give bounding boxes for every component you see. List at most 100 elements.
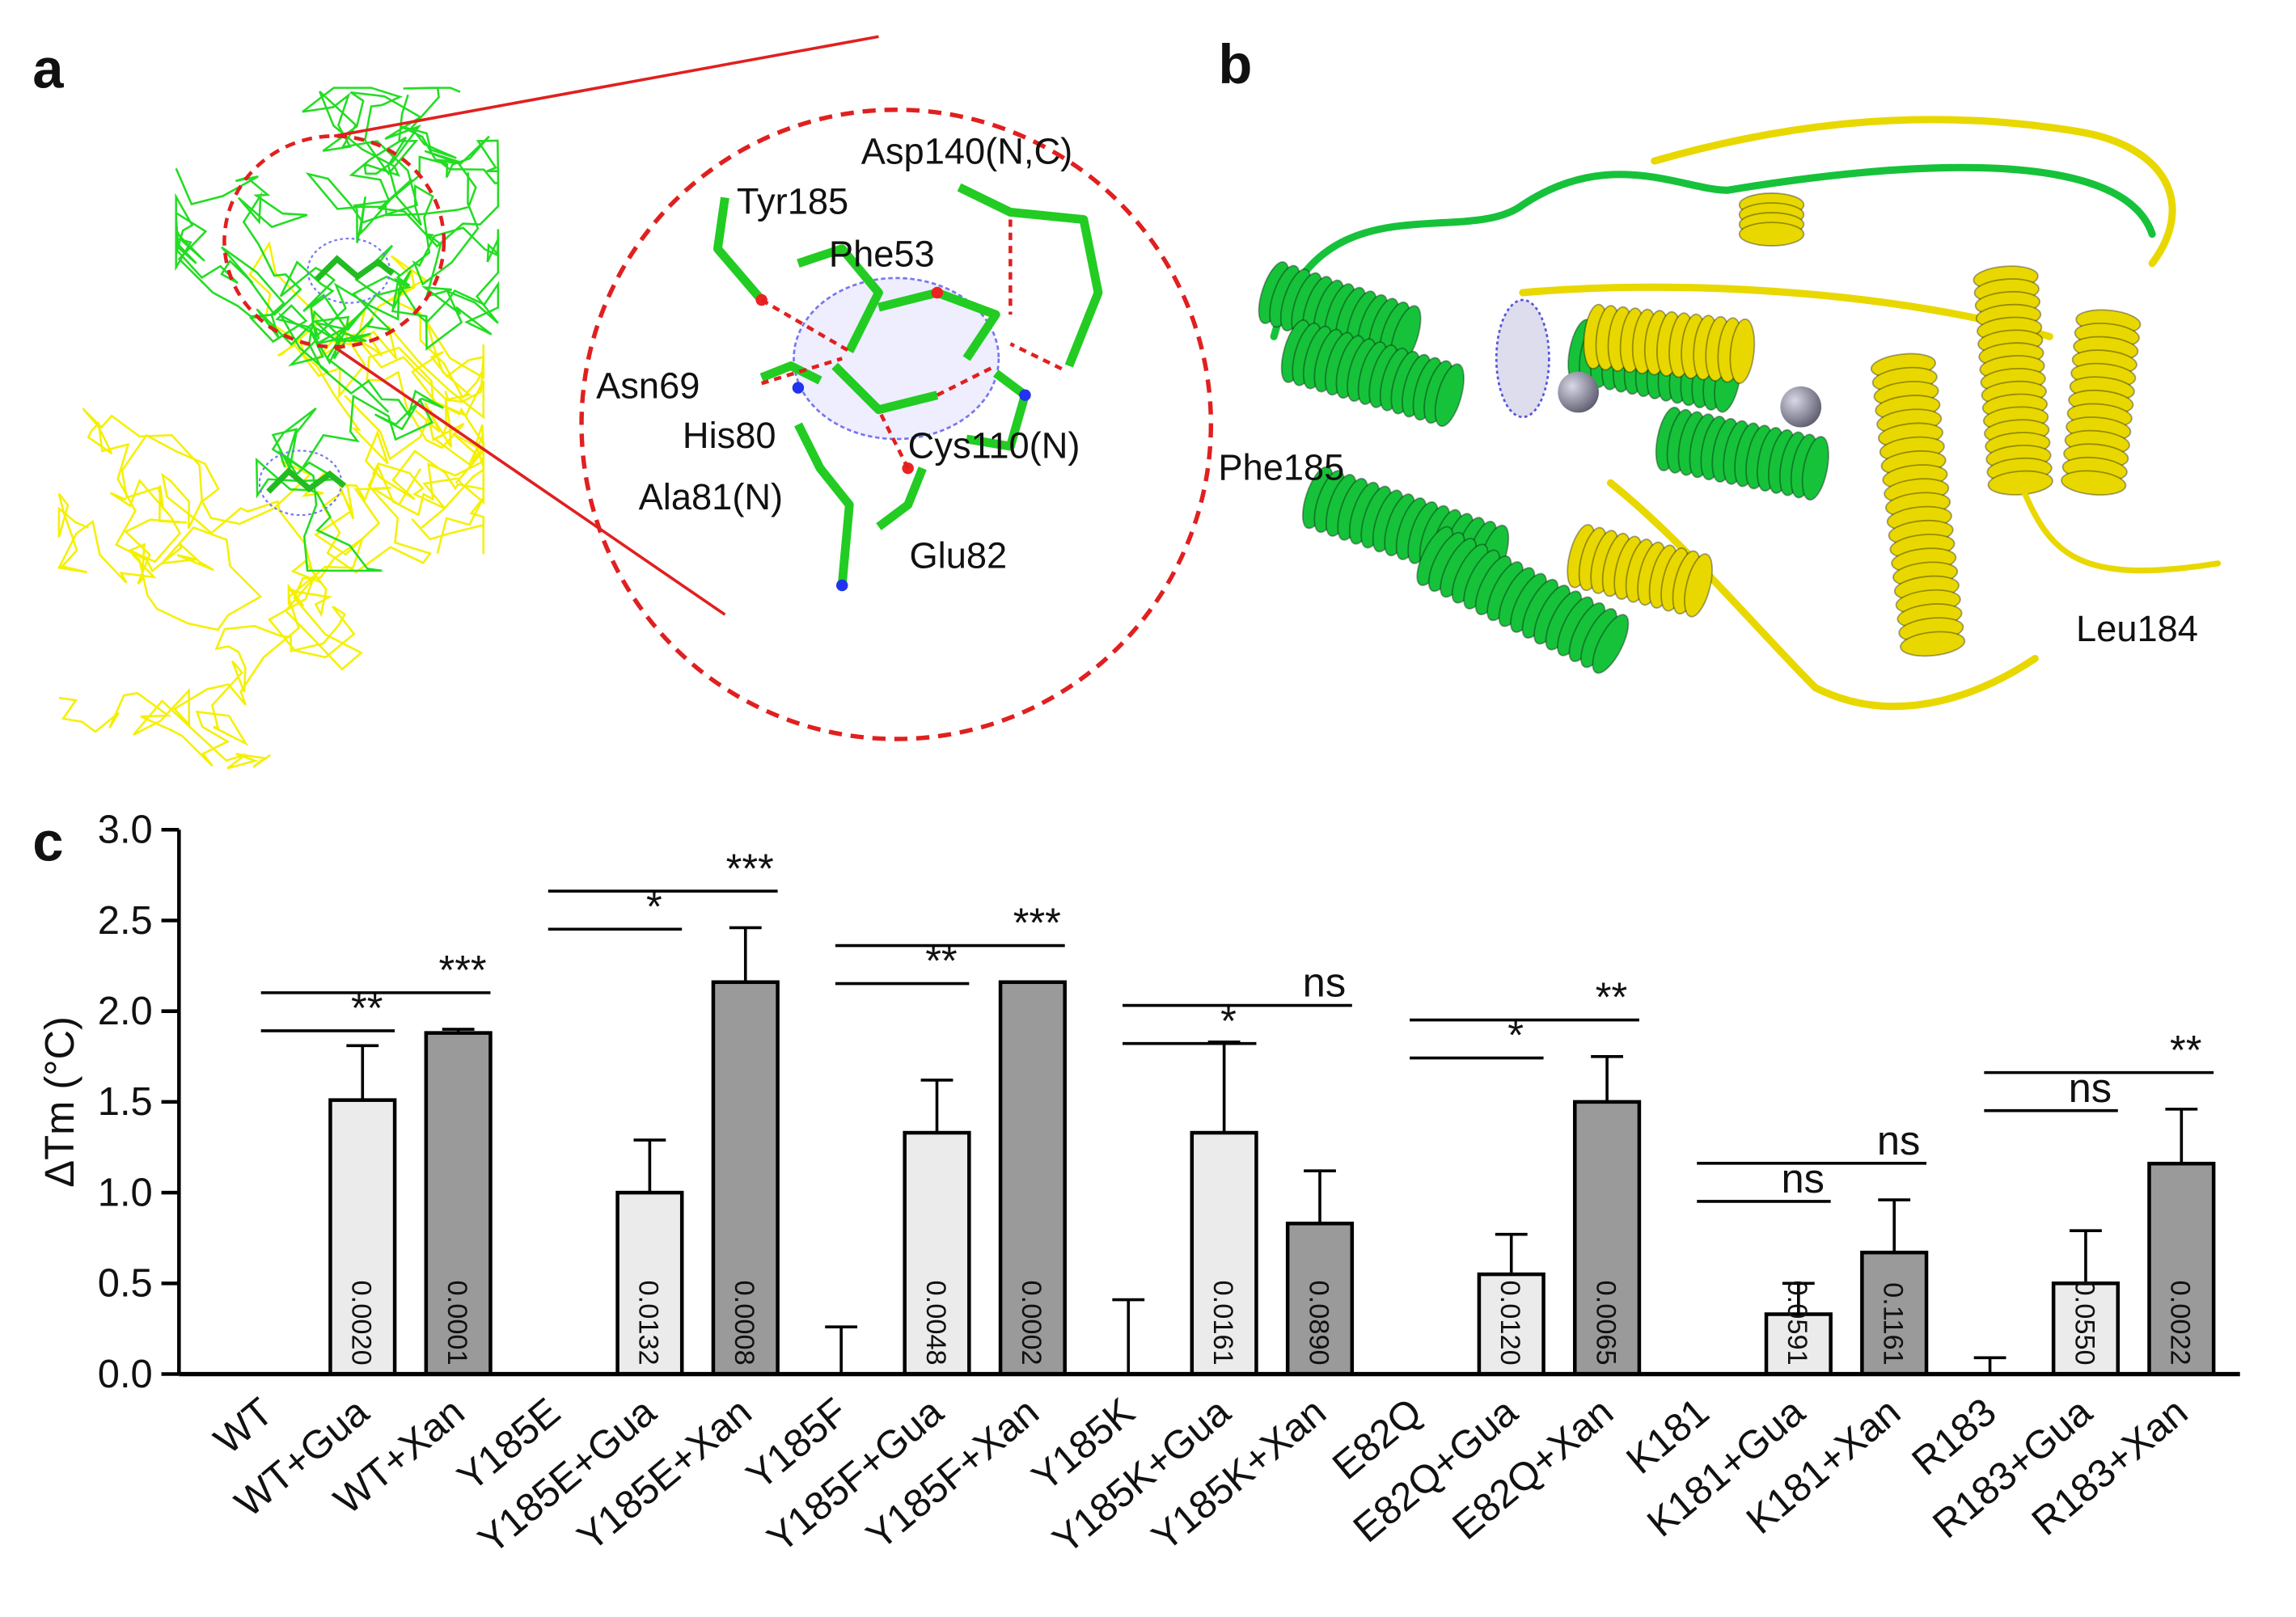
- panel-label: a: [32, 38, 64, 100]
- bar: [1860, 1250, 1929, 1376]
- residue-stick: [876, 467, 927, 530]
- bar: [615, 1190, 684, 1376]
- bar: [711, 980, 780, 1376]
- y-tick-label: 3.0: [98, 808, 153, 852]
- x-tick-label: WT: [206, 1390, 281, 1463]
- p-value: 0.1161: [1878, 1282, 1909, 1366]
- y-axis-label: ΔTm (°C): [36, 1016, 82, 1188]
- p-value: 0.0065: [1590, 1281, 1621, 1366]
- y-tick-label: 0.0: [98, 1353, 153, 1396]
- coil: [1606, 479, 2039, 711]
- h-bond: [877, 408, 910, 470]
- zoom-circle: [222, 134, 446, 349]
- residue-label: His80: [683, 415, 776, 456]
- atom: [1019, 389, 1031, 401]
- zoom-line: [333, 345, 726, 616]
- panel-label: b: [1218, 33, 1252, 95]
- zoom-line: [333, 35, 879, 138]
- bar: [1285, 1222, 1355, 1376]
- ligand: [266, 467, 347, 494]
- residue-label: Asp140(N,C): [861, 131, 1072, 172]
- significance-label: ***: [726, 845, 774, 891]
- helix-turn: [1592, 614, 1630, 674]
- bar: [1190, 1130, 1258, 1376]
- ligand: [314, 255, 395, 282]
- p-value: 0.0008: [729, 1281, 759, 1366]
- p-value: 0.0022: [2165, 1281, 2196, 1366]
- y-tick-label: 2.0: [98, 990, 153, 1033]
- backbone-trace: [175, 167, 350, 365]
- backbone-trace: [58, 536, 365, 770]
- p-value: 0.0132: [633, 1281, 664, 1366]
- significance-label: **: [1596, 974, 1627, 1020]
- residue-label: Phe185: [1218, 447, 1344, 488]
- residue-label: Asn69: [596, 365, 700, 406]
- residue-stick: [966, 369, 1030, 451]
- residue-stick: [759, 361, 822, 385]
- h-bond: [936, 364, 997, 397]
- backbone-trace: [57, 407, 263, 631]
- helix-turn: [1434, 363, 1465, 428]
- significance-label: *: [1507, 1012, 1524, 1058]
- backbone-trace: [349, 135, 500, 336]
- panel-label: c: [32, 810, 63, 872]
- backbone-trace: [161, 459, 485, 618]
- significance-label: ***: [1013, 900, 1061, 946]
- h-bond: [761, 357, 843, 386]
- significance-label: ns: [1303, 960, 1347, 1006]
- significance-label: *: [1220, 998, 1237, 1044]
- backbone-trace: [316, 255, 485, 555]
- coil: [2017, 479, 2222, 574]
- y-tick-label: 1.5: [98, 1080, 153, 1124]
- atom: [835, 579, 848, 592]
- residue-label: Ala81(N): [639, 476, 784, 517]
- significance-label: *: [646, 883, 662, 929]
- significance-label: ***: [439, 947, 487, 993]
- helix-turn: [2061, 470, 2127, 496]
- backbone-trace: [279, 172, 500, 413]
- backbone-trace: [255, 305, 444, 572]
- y-tick-label: 0.5: [98, 1262, 153, 1306]
- structure-art: [57, 35, 2222, 770]
- residue-label: Tyr185: [737, 180, 848, 222]
- p-value: 0.0002: [1016, 1281, 1047, 1366]
- helix-turn: [1738, 222, 1805, 247]
- residue-stick: [957, 183, 1103, 368]
- residue-stick: [712, 196, 765, 303]
- zinc-ion: [1780, 386, 1822, 428]
- backbone-trace: [302, 87, 477, 224]
- residue-stick: [831, 362, 939, 415]
- p-value: 0.0890: [1303, 1281, 1334, 1366]
- residue-stick: [877, 288, 1000, 361]
- helix-turn: [1801, 436, 1829, 501]
- coil: [1651, 116, 2176, 268]
- bar: [903, 1130, 971, 1376]
- h-bond: [760, 298, 851, 353]
- bar: [2051, 1281, 2121, 1376]
- residue-label: Phe53: [829, 233, 935, 274]
- residue-stick: [794, 422, 854, 586]
- residue-label: Leu184: [2076, 608, 2198, 649]
- y-tick-label: 2.5: [98, 899, 153, 943]
- helix-turn: [1684, 553, 1713, 618]
- h-bond: [1009, 342, 1063, 371]
- atom: [931, 286, 944, 299]
- atom: [792, 382, 805, 394]
- density-mesh: [793, 277, 1000, 441]
- bar: [2147, 1161, 2216, 1376]
- p-value: 0.0020: [346, 1281, 377, 1366]
- zoom-circle: [579, 108, 1214, 741]
- backbone-trace: [248, 240, 485, 500]
- helix-turn: [1900, 631, 1966, 657]
- y-tick-label: 1.0: [98, 1171, 153, 1214]
- zinc-ion: [1558, 371, 1599, 413]
- p-value: 0.0591: [1782, 1281, 1812, 1366]
- bar: [998, 980, 1067, 1376]
- residue-label: Cys110(N): [908, 425, 1080, 467]
- p-value: 0.0048: [920, 1281, 951, 1366]
- significance-label: **: [2170, 1027, 2201, 1073]
- p-value: 0.0550: [2069, 1281, 2099, 1366]
- p-value: 0.0001: [442, 1281, 472, 1366]
